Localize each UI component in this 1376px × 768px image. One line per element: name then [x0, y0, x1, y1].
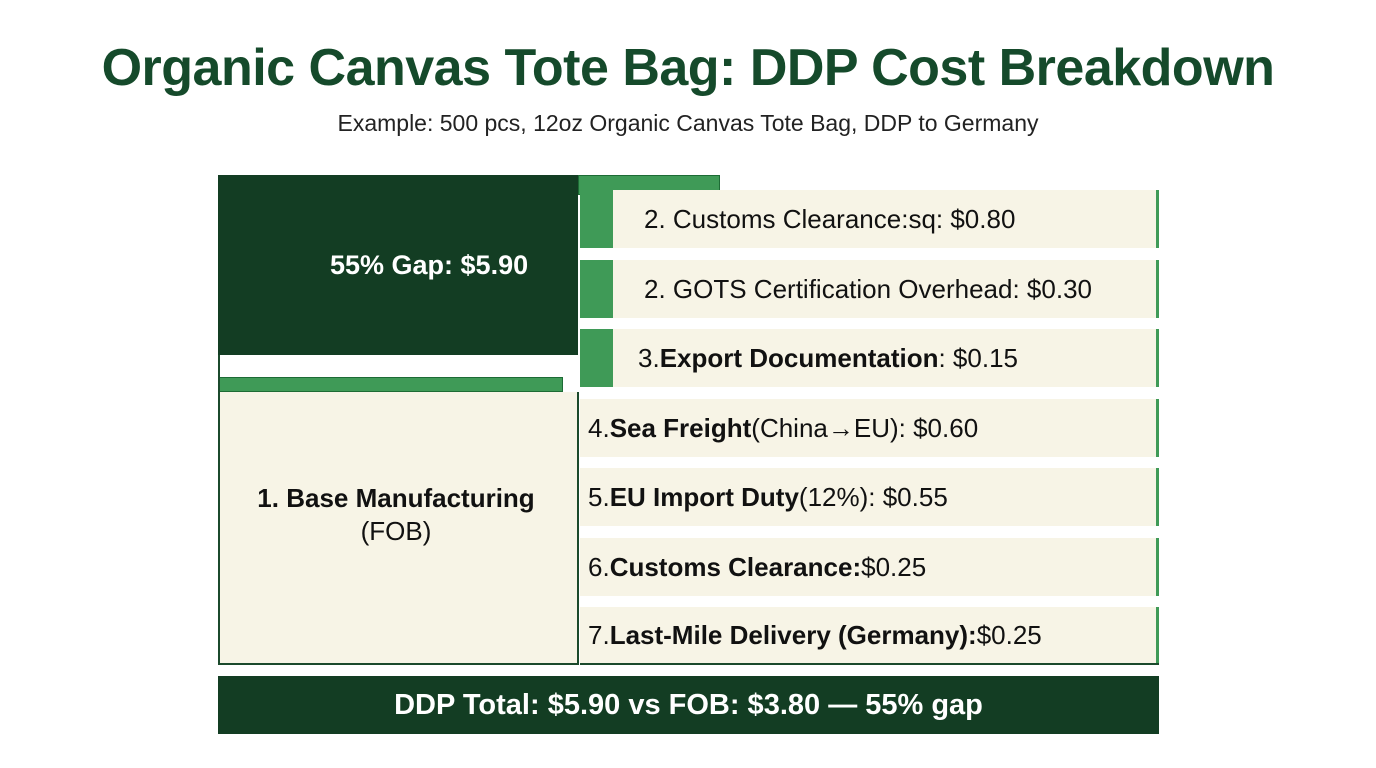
row-label-text: 2. GOTS Certification Overhead: $0.30 — [644, 273, 1092, 304]
row-accent — [580, 190, 613, 248]
row-label-text: 2. Customs Clearance:sq: $0.80 — [644, 203, 1016, 234]
cost-row-gots-certification: 2. GOTS Certification Overhead: $0.30 — [580, 260, 1159, 318]
row-edge — [1156, 468, 1159, 526]
cost-row-customs-clearance: 6. Customs Clearance: $0.25 — [580, 538, 1159, 596]
row-label-value: (12%): $0.55 — [798, 481, 948, 512]
row-label-value: $0.25 — [861, 551, 927, 582]
row-accent — [580, 329, 613, 387]
base-accent-bar — [218, 377, 563, 392]
row-label: 2. Customs Clearance:sq: $0.80 — [644, 190, 1015, 248]
cost-row-export-documentation: 3. Export Documentation: $0.15 — [580, 329, 1159, 387]
row-label-value: : $0.15 — [938, 342, 1018, 373]
row-accent — [580, 260, 613, 318]
row-label: 2. GOTS Certification Overhead: $0.30 — [644, 260, 1092, 318]
row-label-bold: Sea Freight — [609, 412, 752, 443]
row-edge — [1156, 538, 1159, 596]
row-edge — [1156, 190, 1159, 248]
page-subtitle: Example: 500 pcs, 12oz Organic Canvas To… — [337, 110, 1039, 136]
cost-row-customs-clearance-sq: 2. Customs Clearance:sq: $0.80 — [580, 190, 1159, 248]
cost-row-eu-import-duty: 5. EU Import Duty (12%): $0.55 — [580, 468, 1159, 526]
row-label-bold: Last-Mile Delivery (Germany): — [609, 619, 977, 650]
row-label-text: 5. — [588, 481, 610, 512]
base-manufacturing-label: 1. Base Manufacturing (FOB) — [218, 482, 574, 548]
base-label-rest: (FOB) — [360, 516, 432, 546]
gap-block — [218, 175, 578, 355]
ddp-total-banner: DDP Total: $5.90 vs FOB: $3.80 — 55% gap — [218, 676, 1159, 734]
row-label: 3. Export Documentation: $0.15 — [638, 329, 1018, 387]
row-label: 5. EU Import Duty (12%): $0.55 — [588, 468, 948, 526]
row-label: 4. Sea Freight (China→EU): $0.60 — [588, 399, 978, 457]
cost-row-last-mile-delivery: 7. Last-Mile Delivery (Germany): $0.25 — [580, 607, 1159, 665]
row-edge — [1156, 607, 1159, 663]
row-label-text: 3. — [638, 342, 660, 373]
row-edge — [1156, 399, 1159, 457]
gap-label: 55% Gap: $5.90 — [330, 250, 529, 280]
row-edge — [1156, 260, 1159, 318]
row-label-text: 7. — [588, 619, 610, 650]
row-edge — [1156, 329, 1159, 387]
base-label-bold: 1. Base Manufacturing — [257, 483, 535, 513]
row-label: 6. Customs Clearance: $0.25 — [588, 538, 926, 596]
row-label-text: 6. — [588, 551, 610, 582]
base-manufacturing-block — [218, 392, 578, 665]
row-label-value: $0.25 — [976, 619, 1042, 650]
row-label-text: 4. — [588, 412, 610, 443]
page-title: Organic Canvas Tote Bag: DDP Cost Breakd… — [101, 39, 1275, 97]
left-border-line — [218, 355, 220, 392]
row-label: 7. Last-Mile Delivery (Germany): $0.25 — [588, 607, 1042, 663]
cost-row-sea-freight: 4. Sea Freight (China→EU): $0.60 — [580, 399, 1159, 457]
row-label-value: (China→EU): $0.60 — [751, 412, 979, 443]
row-label-bold: EU Import Duty — [609, 481, 799, 512]
row-label-bold: Customs Clearance: — [609, 551, 862, 582]
row-label-bold: Export Documentation — [659, 342, 939, 373]
column-divider — [577, 392, 579, 665]
